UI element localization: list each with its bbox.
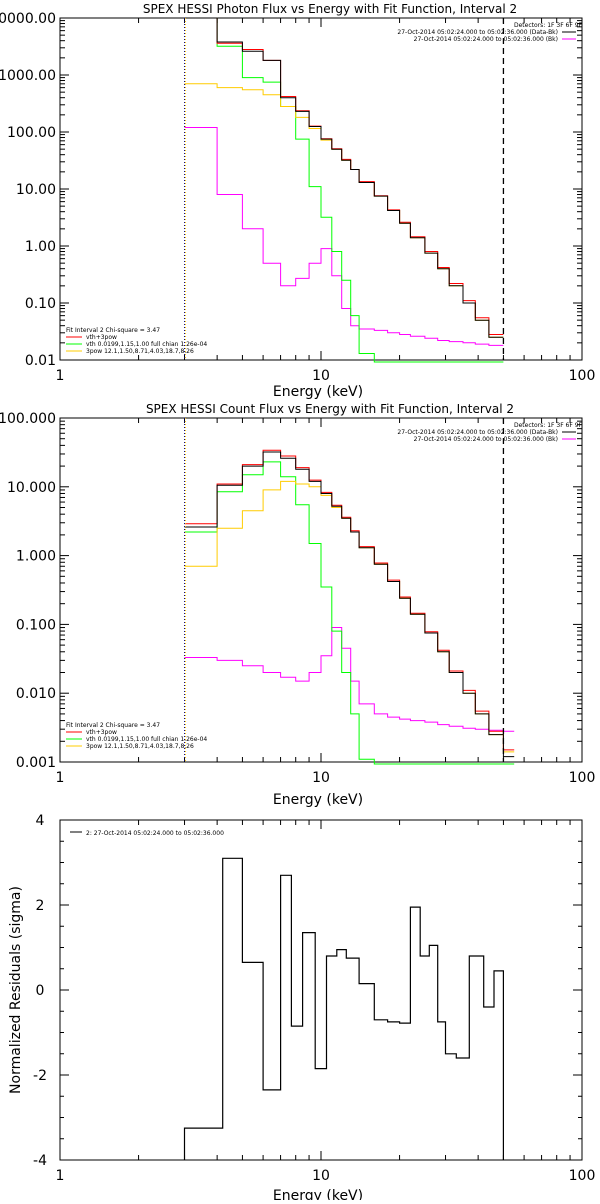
count-data-interval-label: 27-Oct-2014 05:02:24.000 to 05:02:36.000…	[397, 429, 558, 436]
photon-plot-title: SPEX HESSI Photon Flux vs Energy with Fi…	[143, 2, 517, 16]
photon-x-tick-label: 1	[56, 368, 65, 384]
count-y-tick-label: 1.000	[16, 549, 56, 565]
photon-legend-total: vth+3pow	[86, 334, 117, 341]
count-legend-pow: 3pow 12.1,1.50,8.71,4.03,18.7,8.26	[86, 743, 194, 750]
photon-fit-info: Fit Interval 2 Chi-square = 3.47	[66, 327, 160, 334]
residual-y-tick-label: -4	[33, 1153, 47, 1169]
residual-y-axis-label: Normalized Residuals (sigma)	[8, 886, 24, 1094]
count-y-tick-label: 0.100	[16, 617, 56, 633]
count-y-tick-label: 0.001	[16, 755, 56, 771]
photon-y-tick-label: 1.00	[25, 239, 56, 255]
count-detectors-label: Detectors: 1F 3F 6F 9F	[514, 422, 583, 429]
count-bk-interval-label: 27-Oct-2014 05:02:24.000 to 05:02:36.000…	[414, 436, 558, 443]
count-x-axis-label: Energy (keV)	[273, 792, 363, 808]
photon-series-data	[184, 17, 504, 338]
residual-x-tick-label: 100	[569, 1168, 596, 1184]
photon-y-tick-label: 10.00	[16, 182, 56, 198]
photon-series-pow	[184, 83, 504, 338]
photon-y-tick-label: 10000.00	[0, 11, 56, 27]
residual-x-axis-label: Energy (keV)	[273, 1188, 363, 1200]
residual-x-tick-label: 1	[56, 1168, 65, 1184]
count-series-total-fit	[184, 449, 515, 751]
photon-y-tick-label: 0.10	[25, 296, 56, 312]
photon-y-tick-label: 0.01	[25, 353, 56, 369]
photon-detectors-label: Detectors: 1F 3F 6F 9F	[514, 22, 583, 29]
count-fit-info: Fit Interval 2 Chi-square = 3.47	[66, 722, 160, 729]
count-series-data	[184, 451, 515, 758]
photon-legend-vth: vth 0.0199,1.15,1.00 full chian 1.26e-04	[86, 341, 207, 348]
residual-y-tick-label: 4	[36, 813, 45, 829]
photon-y-tick-label: 1000.00	[0, 68, 56, 84]
photon-bk-interval-label: 27-Oct-2014 05:02:24.000 to 05:02:36.000…	[414, 36, 558, 43]
residual-x-tick-label: 10	[312, 1168, 330, 1184]
count-plot-title: SPEX HESSI Count Flux vs Energy with Fit…	[146, 402, 514, 416]
count-legend-total: vth+3pow	[86, 729, 117, 736]
count-x-tick-label: 10	[312, 770, 330, 786]
photon-series-vth	[184, 17, 504, 363]
count-series-background	[184, 627, 515, 732]
residual-legend-text: 2: 27-Oct-2014 05:02:24.000 to 05:02:36.…	[86, 830, 224, 837]
residual-y-tick-label: 2	[36, 898, 45, 914]
photon-series-total-fit	[184, 17, 504, 335]
residual-y-tick-label: -2	[33, 1068, 47, 1084]
count-series-vth	[184, 461, 515, 765]
photon-x-tick-label: 10	[312, 368, 330, 384]
residual-y-tick-label: 0	[36, 983, 45, 999]
count-legend-vth: vth 0.0199,1.15,1.00 full chian 1.26e-04	[86, 736, 207, 743]
photon-x-tick-label: 100	[569, 368, 596, 384]
photon-y-tick-label: 100.00	[7, 125, 56, 141]
count-y-tick-label: 0.010	[16, 686, 56, 702]
count-series-pow	[184, 480, 515, 753]
count-x-tick-label: 1	[56, 770, 65, 786]
photon-x-axis-label: Energy (keV)	[273, 384, 363, 400]
photon-legend-pow: 3pow 12.1,1.50,8.71,4.03,18.7,8.26	[86, 348, 194, 355]
photon-data-interval-label: 27-Oct-2014 05:02:24.000 to 05:02:36.000…	[397, 29, 558, 36]
count-y-tick-label: 100.000	[0, 411, 56, 427]
residual-series	[183, 857, 504, 1160]
count-x-tick-label: 100	[569, 770, 596, 786]
count-y-tick-label: 10.000	[7, 480, 56, 496]
